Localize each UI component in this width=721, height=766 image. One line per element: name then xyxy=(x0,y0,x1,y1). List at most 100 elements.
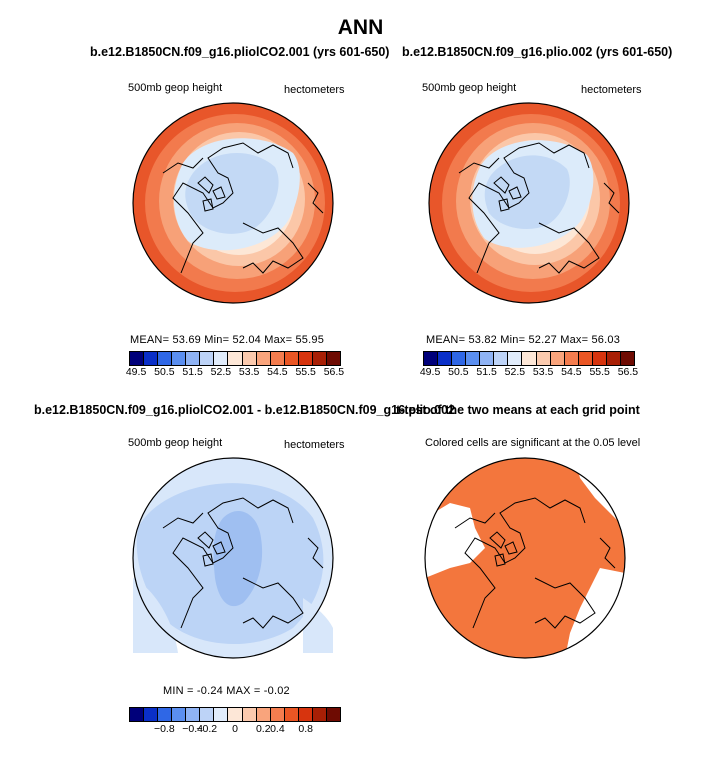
panel2-polar-map xyxy=(428,102,630,304)
colorbar-3-swatch xyxy=(158,708,173,721)
colorbar-2-swatch xyxy=(564,352,579,365)
panel2-left-label: 500mb geop height xyxy=(422,82,517,94)
colorbar-3-tick-label: 0 xyxy=(232,723,238,735)
panel4-title: t-test of the two means at each grid poi… xyxy=(396,403,640,417)
figure-title: ANN xyxy=(337,16,384,39)
colorbar-3-swatch xyxy=(270,708,285,721)
panel4-map-border xyxy=(424,457,626,659)
colorbar-2 xyxy=(423,351,635,366)
colorbar-3-tick-label: 0.2 xyxy=(255,723,271,735)
panel3-stats: MIN = -0.24 MAX = -0.02 xyxy=(163,685,290,697)
colorbar-1-tick-label: 50.5 xyxy=(154,366,175,378)
panel3-left-label: 500mb geop height xyxy=(128,437,223,449)
colorbar-1-tick-label: 53.5 xyxy=(238,366,260,378)
colorbar-3-tick-label: 0.8 xyxy=(298,723,313,735)
colorbar-3-swatch xyxy=(298,708,313,721)
colorbar-3-swatch xyxy=(242,708,257,721)
panel1-map-border xyxy=(132,102,334,304)
colorbar-3-swatch xyxy=(172,708,187,721)
colorbar-2-tick-label: 54.5 xyxy=(561,366,582,378)
colorbar-2-swatch xyxy=(438,352,453,365)
colorbar-1-swatch xyxy=(298,352,313,365)
panel3-title: b.e12.B1850CN.f09_g16.pliolCO2.001 - b.e… xyxy=(34,403,456,417)
colorbar-3-swatch xyxy=(186,708,201,721)
colorbar-1-tick-label: 51.5 xyxy=(182,366,203,378)
colorbar-1-swatch xyxy=(158,352,173,365)
colorbar-3-swatch xyxy=(312,708,327,721)
colorbar-3-swatch xyxy=(144,708,159,721)
colorbar-2-tick-label: 49.5 xyxy=(419,366,441,378)
colorbar-2-tick-label: 53.5 xyxy=(532,366,554,378)
colorbar-3-swatch xyxy=(130,708,145,721)
colorbar-3-tick-label: −0.2 xyxy=(196,723,218,735)
colorbar-2-swatch xyxy=(550,352,565,365)
colorbar-2-tick-label: 52.5 xyxy=(504,366,526,378)
colorbar-2-swatch xyxy=(452,352,467,365)
panel2-field xyxy=(429,103,629,303)
colorbar-3-swatch xyxy=(200,708,215,721)
colorbar-1-tick-label: 49.5 xyxy=(125,366,147,378)
panel2-title: b.e12.B1850CN.f09_g16.plio.002 (yrs 601-… xyxy=(402,45,673,59)
colorbar-2-tick-label: 56.5 xyxy=(617,366,639,378)
colorbar-2-swatch xyxy=(522,352,537,365)
colorbar-1-tick-label: 54.5 xyxy=(267,366,288,378)
colorbar-3-swatch xyxy=(284,708,299,721)
colorbar-2-tick-label: 51.5 xyxy=(476,366,497,378)
panel1-title: b.e12.B1850CN.f09_g16.pliolCO2.001 (yrs … xyxy=(90,45,390,59)
panel3-map-border xyxy=(132,457,334,659)
colorbar-1-swatch xyxy=(130,352,145,365)
panel2-stats: MEAN= 53.82 Min= 52.27 Max= 56.03 xyxy=(426,334,621,346)
panel3-field xyxy=(133,458,333,658)
colorbar-1-swatch xyxy=(270,352,285,365)
colorbar-1-swatch xyxy=(228,352,243,365)
colorbar-2-swatch xyxy=(536,352,551,365)
panel1-polar-map xyxy=(132,102,334,304)
panel4-polar-map xyxy=(424,457,626,659)
colorbar-2-swatch xyxy=(508,352,523,365)
colorbar-2-swatch xyxy=(620,352,634,365)
colorbar-2-swatch xyxy=(578,352,593,365)
colorbar-2-swatch xyxy=(480,352,495,365)
colorbar-1-swatch xyxy=(172,352,187,365)
colorbar-1-swatch xyxy=(256,352,271,365)
colorbar-1-tick-label: 56.5 xyxy=(323,366,345,378)
panel4-significance-label: Colored cells are significant at the 0.0… xyxy=(425,437,641,449)
panel3-polar-map xyxy=(132,457,334,659)
colorbar-2-tick-label: 55.5 xyxy=(589,366,610,378)
colorbar-3-swatch xyxy=(256,708,271,721)
colorbar-3-swatch xyxy=(326,708,340,721)
colorbar-3-tick-label: 0.4 xyxy=(270,723,285,735)
panel1-left-label: 500mb geop height xyxy=(128,82,223,94)
colorbar-2-swatch xyxy=(592,352,607,365)
colorbar-1-tick-label: 55.5 xyxy=(295,366,316,378)
colorbar-1-swatch xyxy=(284,352,299,365)
panel1-coastlines xyxy=(162,142,324,274)
panel4-coastlines xyxy=(454,497,616,629)
colorbar-3-swatch xyxy=(214,708,229,721)
colorbar-1 xyxy=(129,351,341,366)
panel2-units-label: hectometers xyxy=(581,84,642,96)
colorbar-3-tick-label: −0.4 xyxy=(182,723,203,735)
panel3-units-label: hectometers xyxy=(284,439,345,451)
colorbar-1-swatch xyxy=(186,352,201,365)
colorbar-1-swatch xyxy=(242,352,257,365)
colorbar-2-swatch xyxy=(494,352,509,365)
colorbar-2-swatch xyxy=(466,352,481,365)
colorbar-1-tick-label: 52.5 xyxy=(210,366,232,378)
panel3-coastlines xyxy=(162,497,324,629)
colorbar-2-swatch xyxy=(424,352,439,365)
colorbar-3-swatch xyxy=(228,708,243,721)
colorbar-3 xyxy=(129,707,341,722)
colorbar-1-swatch xyxy=(312,352,327,365)
panel2-coastlines xyxy=(458,142,620,274)
colorbar-1-swatch xyxy=(200,352,215,365)
panel1-stats: MEAN= 53.69 Min= 52.04 Max= 55.95 xyxy=(130,334,325,346)
colorbar-2-swatch xyxy=(606,352,621,365)
colorbar-1-swatch xyxy=(326,352,340,365)
panel1-field xyxy=(133,103,333,303)
colorbar-1-swatch xyxy=(214,352,229,365)
colorbar-3-tick-label: −0.8 xyxy=(153,723,175,735)
panel1-units-label: hectometers xyxy=(284,84,345,96)
panel2-map-border xyxy=(428,102,630,304)
colorbar-2-tick-label: 50.5 xyxy=(448,366,469,378)
